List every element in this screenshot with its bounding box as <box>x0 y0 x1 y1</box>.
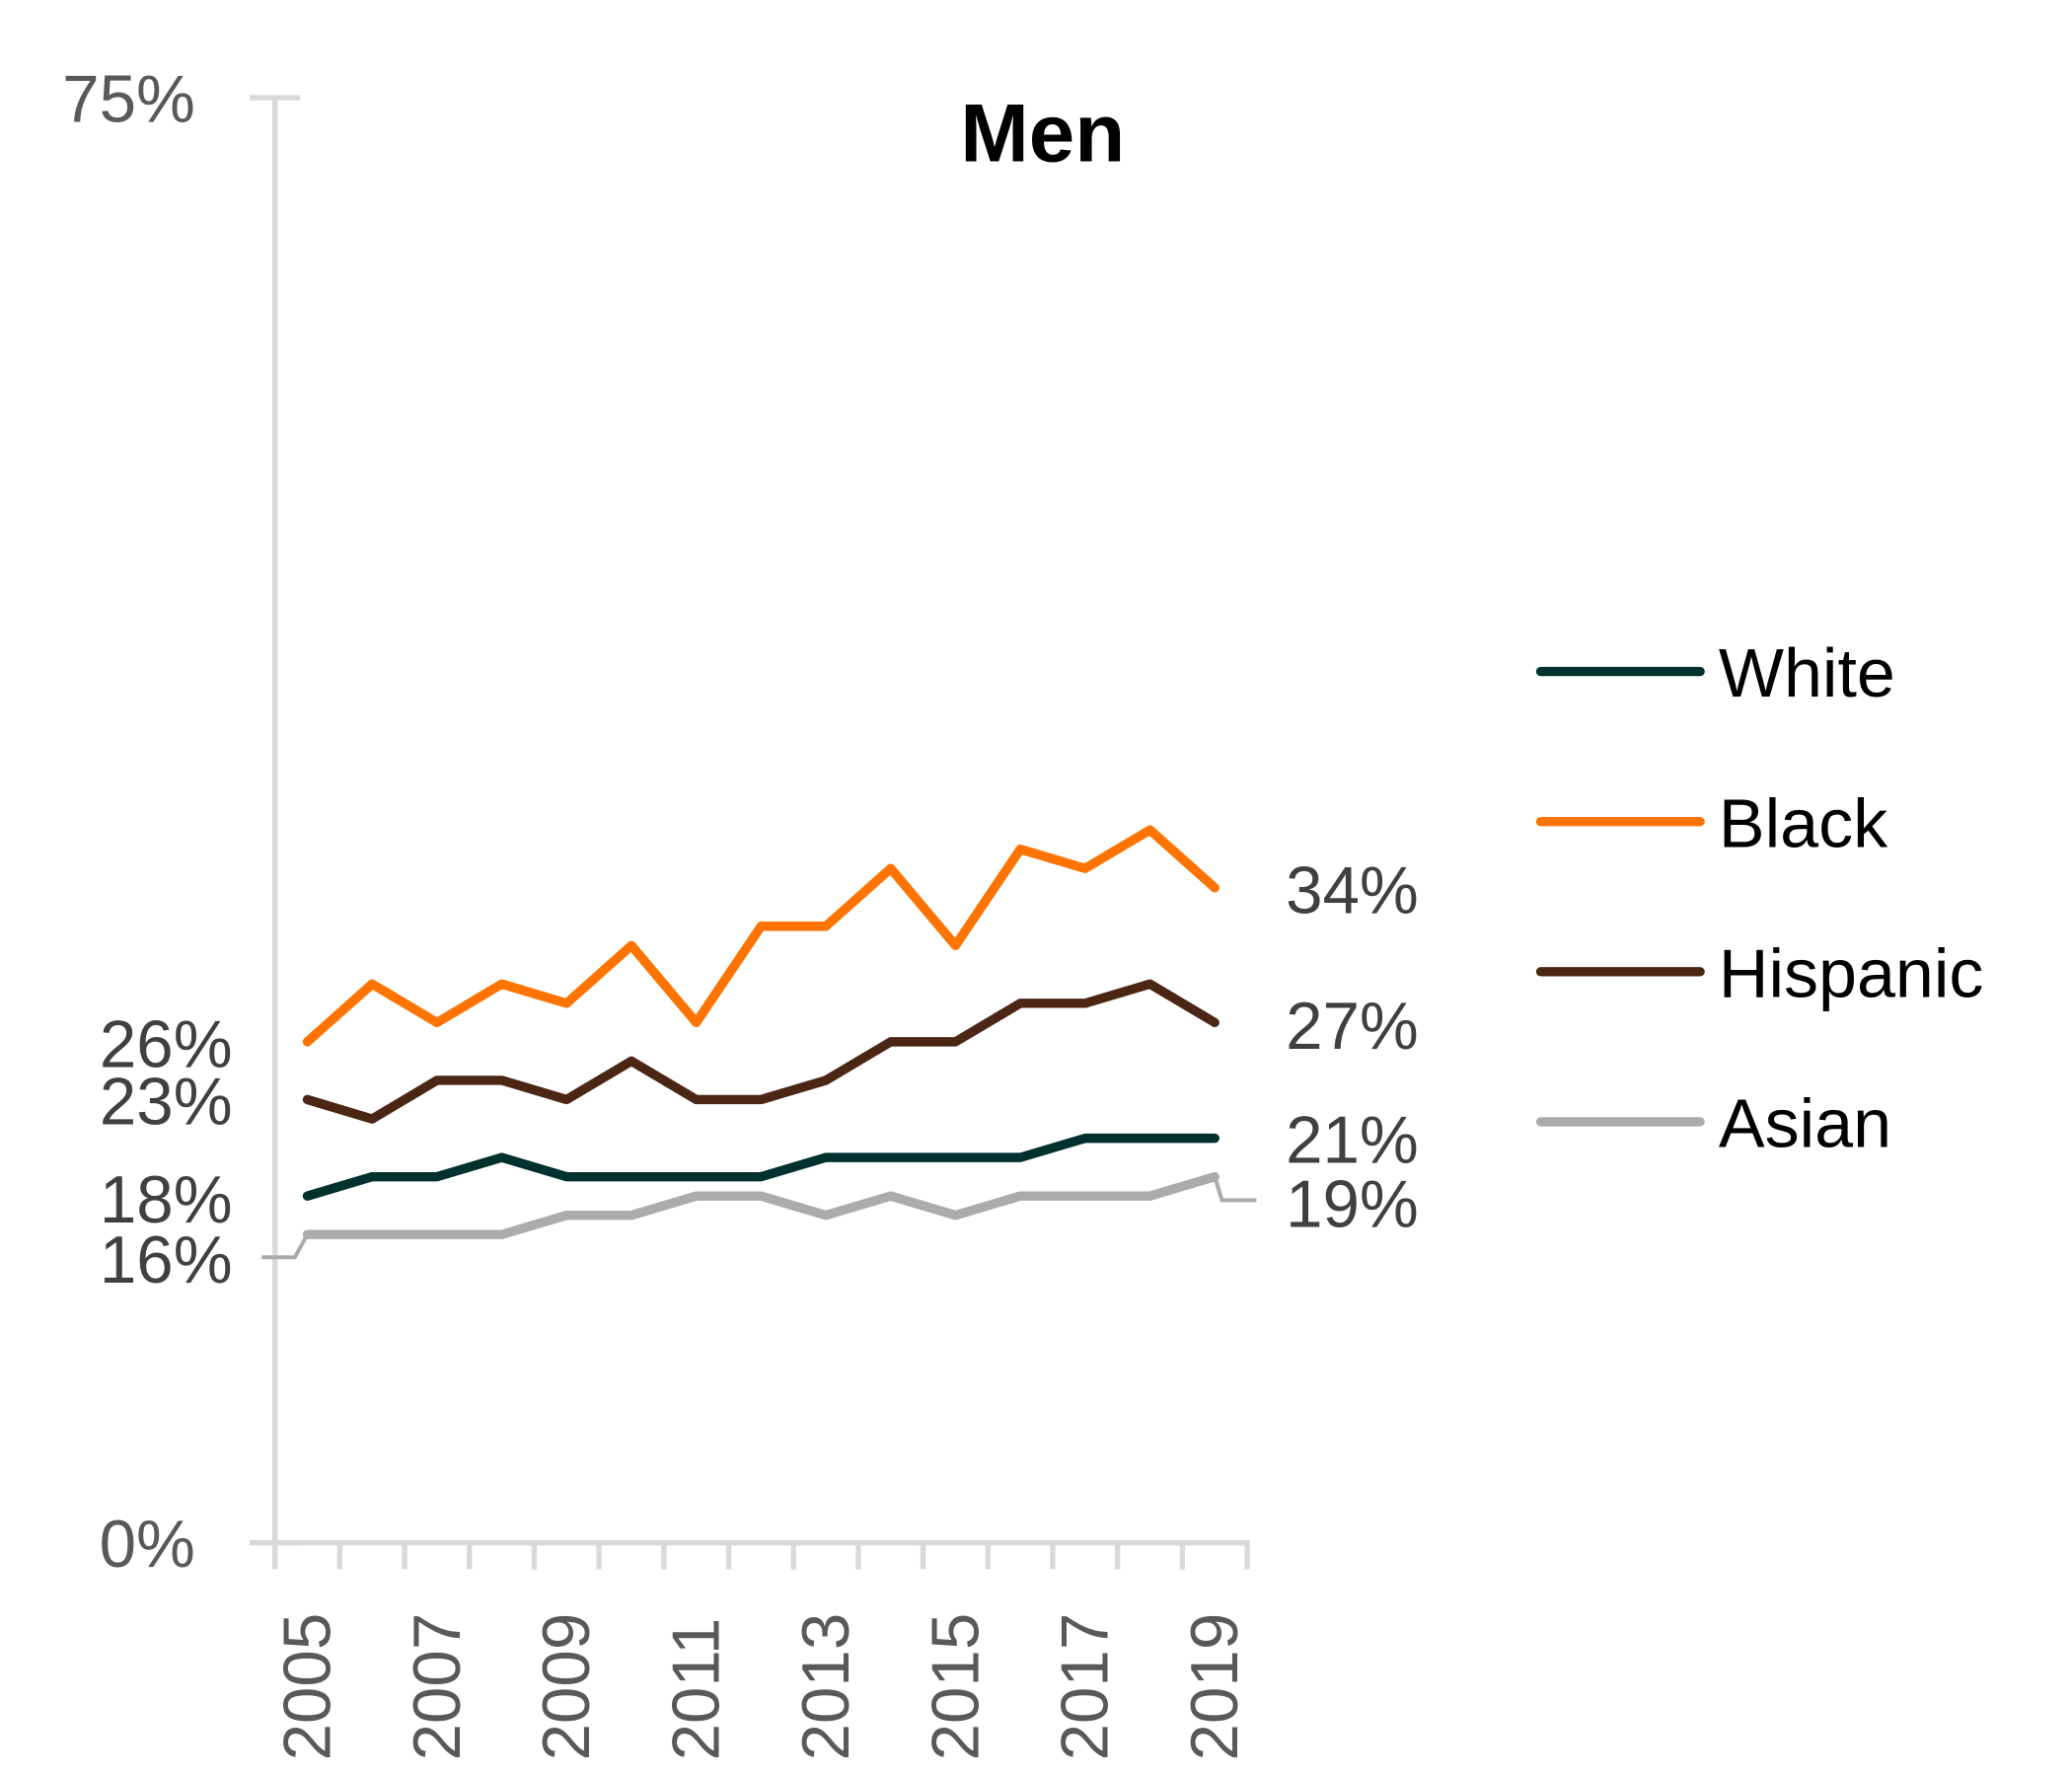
start-label-black: 26% <box>100 1008 233 1082</box>
x-tick-label: 2009 <box>530 1613 604 1761</box>
x-tick-label: 2015 <box>919 1613 993 1761</box>
legend-label-black: Black <box>1719 784 1888 861</box>
end-label-asian: 19% <box>1286 1167 1419 1241</box>
x-tick-label: 2017 <box>1049 1613 1123 1761</box>
legend-label-asian: Asian <box>1719 1085 1891 1162</box>
series-line-white <box>302 1133 1220 1201</box>
start-label-white: 18% <box>100 1163 233 1237</box>
series-line-black <box>302 825 1220 1047</box>
x-tick-label: 2019 <box>1178 1613 1252 1761</box>
legend-label-hispanic: Hispanic <box>1719 934 1983 1011</box>
x-tick-label: 2007 <box>401 1613 475 1761</box>
legend-label-white: White <box>1719 634 1895 711</box>
x-tick-label: 2013 <box>789 1613 863 1761</box>
x-tick-label: 2005 <box>270 1613 344 1761</box>
end-label-black: 34% <box>1286 854 1419 928</box>
start-label-hispanic: 23% <box>100 1066 233 1140</box>
series-lines <box>302 825 1220 1239</box>
series-line-asian <box>302 1171 1220 1239</box>
end-label-hispanic: 27% <box>1286 990 1419 1064</box>
leader-line <box>1213 1176 1257 1203</box>
leader-line <box>261 1233 310 1260</box>
data-labels: 18% 21% 26% 34% 23% 27% 16% 19% <box>100 854 1419 1297</box>
series-line-hispanic <box>302 979 1220 1124</box>
end-label-white: 21% <box>1286 1104 1419 1178</box>
y-tick-label: 0% <box>100 1508 195 1582</box>
start-label-asian: 16% <box>100 1223 233 1297</box>
axes: 0% 75% 2005 2007 2009 2011 2013 2015 2017 2019 <box>62 62 1252 1760</box>
legend: White Black Hispanic Asian <box>1535 634 1983 1162</box>
chart-title: Men <box>960 87 1125 180</box>
x-tick-label: 2011 <box>660 1618 734 1761</box>
y-tick-label: 75% <box>62 62 195 136</box>
